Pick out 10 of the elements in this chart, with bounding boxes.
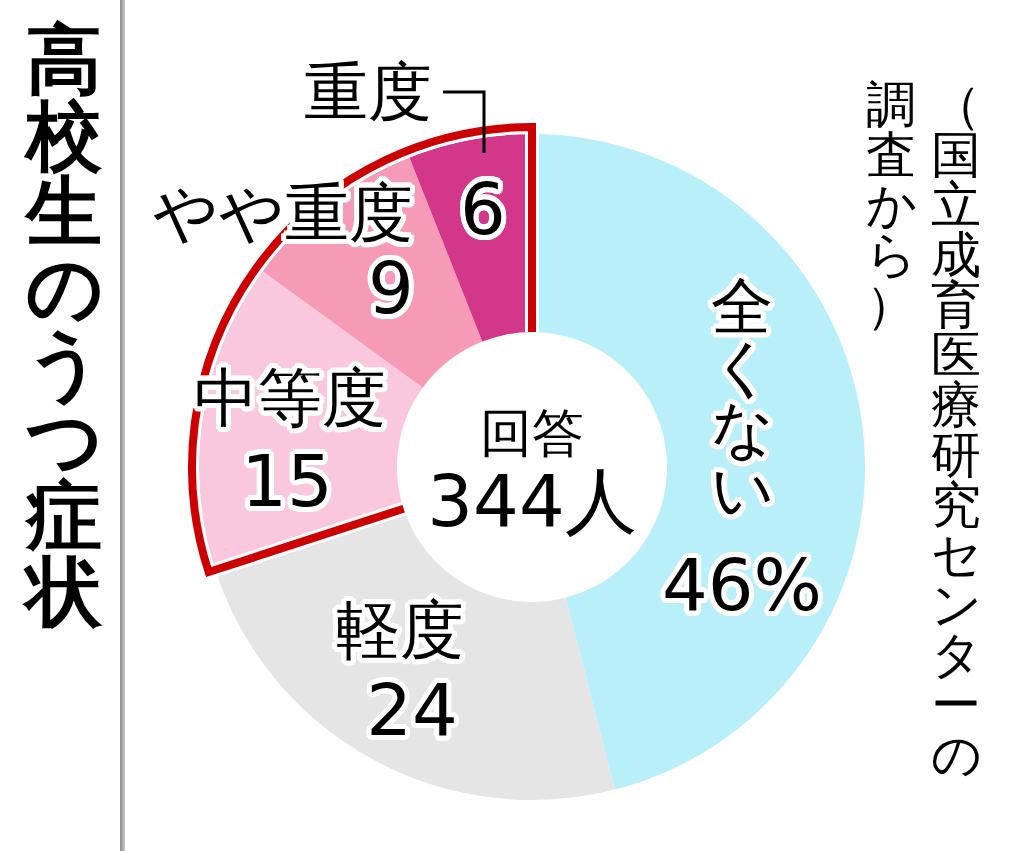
text: 回答 344人 <box>426 403 638 543</box>
data-label: 24 <box>366 668 458 752</box>
text: （国立成育医療研究センターの調査から） <box>866 76 982 784</box>
data-label: 46% <box>661 543 823 627</box>
data-label: 15 <box>241 439 333 523</box>
slice-label: 全くない <box>711 270 774 526</box>
slice-label: 重度 <box>304 55 432 129</box>
slice-label: 軽度 <box>336 593 464 667</box>
data-label: 6 <box>460 167 506 251</box>
data-label: 9 <box>368 246 414 330</box>
